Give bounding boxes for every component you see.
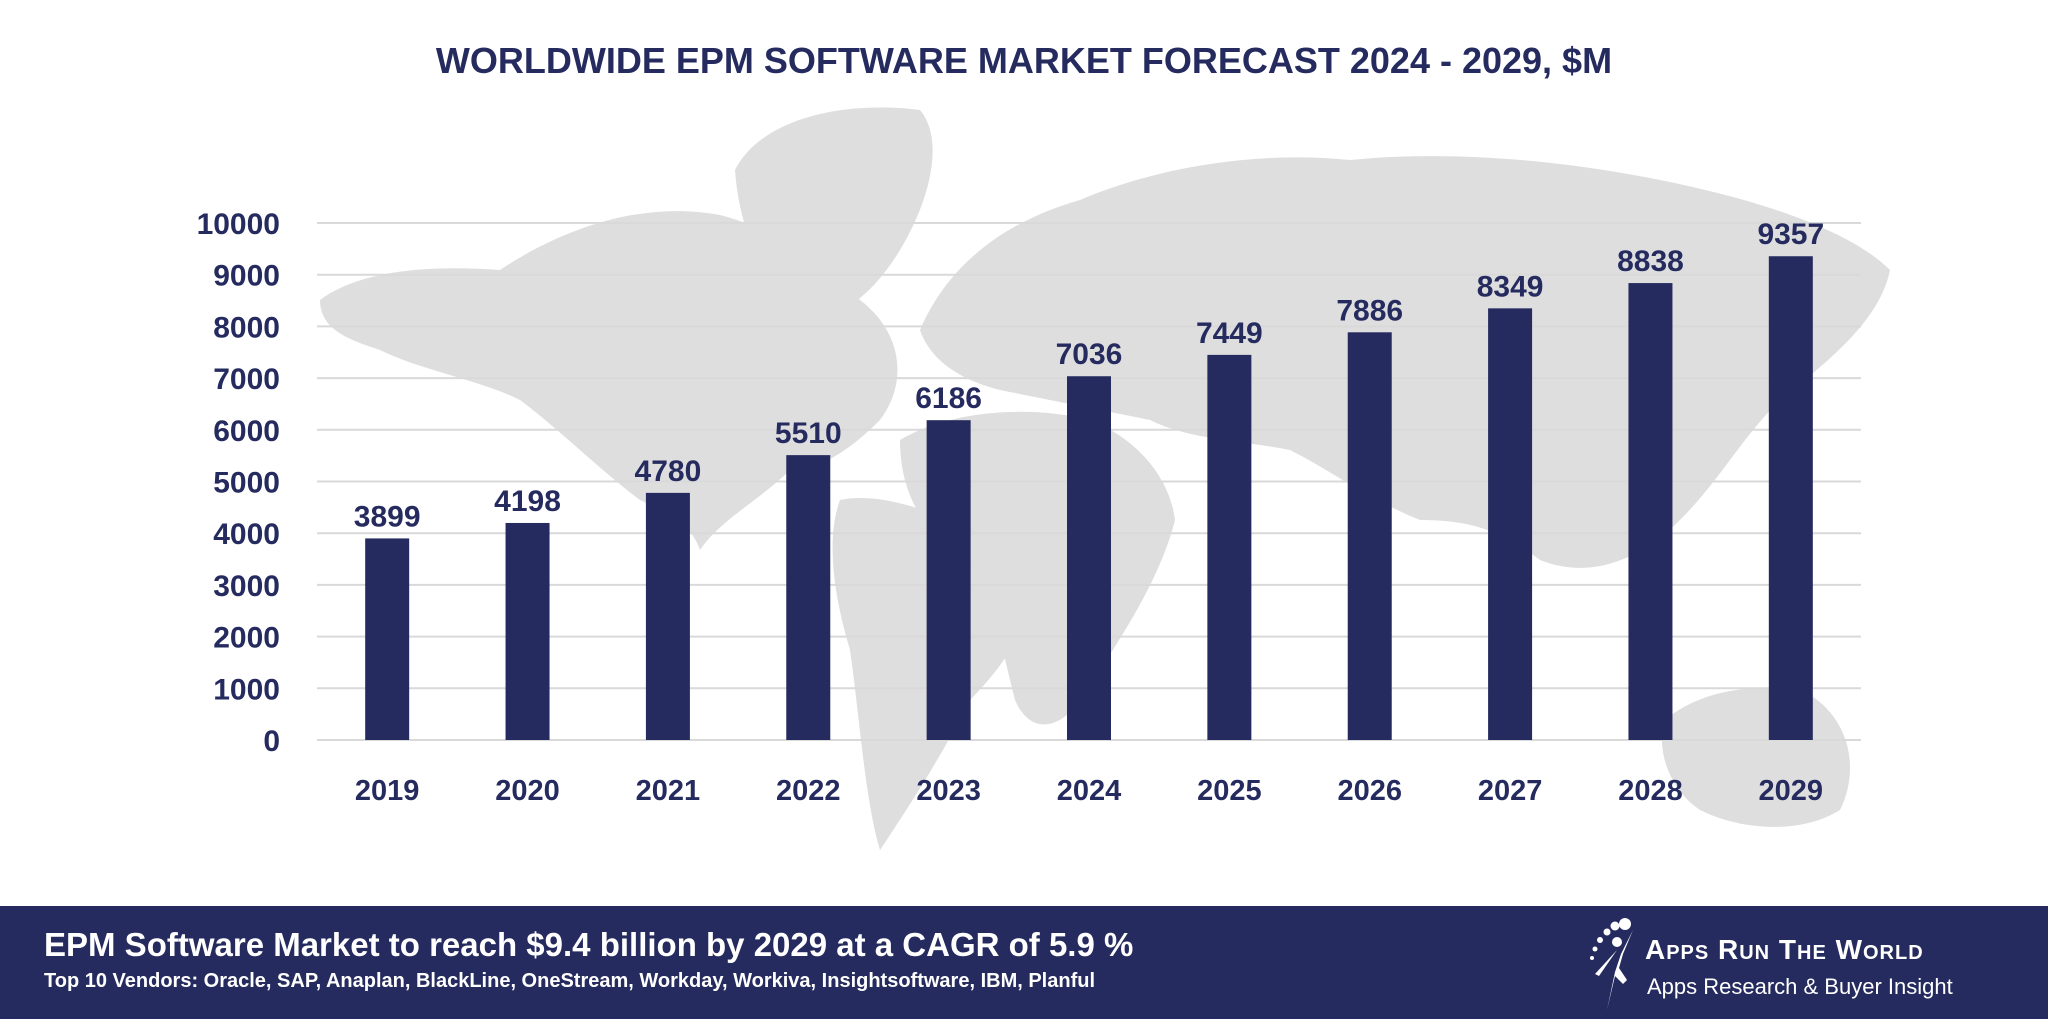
bar bbox=[1347, 332, 1392, 740]
y-tick-label: 2000 bbox=[213, 622, 280, 655]
data-label: 4780 bbox=[635, 455, 702, 488]
logo-name: Apps Run The World bbox=[1645, 934, 1924, 965]
data-label: 9357 bbox=[1757, 218, 1824, 251]
footer-banner: EPM Software Market to reach $9.4 billio… bbox=[0, 906, 2048, 1019]
y-tick-label: 0 bbox=[263, 725, 280, 758]
footer-headline: EPM Software Market to reach $9.4 billio… bbox=[44, 926, 1134, 963]
bar bbox=[926, 420, 971, 740]
bar bbox=[1628, 283, 1673, 740]
x-tick-label: 2019 bbox=[355, 775, 420, 807]
y-tick-label: 4000 bbox=[213, 518, 280, 551]
bar bbox=[786, 455, 831, 740]
data-label: 7449 bbox=[1196, 317, 1263, 350]
bar bbox=[365, 538, 410, 740]
bar-chart: 0 1000 2000 3000 4000 5000 6000 7000 8000 9000 100… bbox=[197, 208, 1861, 807]
y-tick-label: 1000 bbox=[213, 673, 280, 706]
data-label: 7036 bbox=[1056, 338, 1123, 371]
logo: Apps Run The World Apps Research & Buyer… bbox=[1585, 914, 1965, 1014]
x-tick-label: 2020 bbox=[495, 775, 560, 807]
bar bbox=[1768, 256, 1813, 740]
x-tick-label: 2027 bbox=[1478, 775, 1543, 807]
logo-tagline: Apps Research & Buyer Insight bbox=[1647, 974, 1953, 999]
bar bbox=[645, 492, 690, 740]
y-tick-label: 6000 bbox=[213, 415, 280, 448]
bar bbox=[1067, 376, 1111, 740]
data-label: 3899 bbox=[354, 500, 421, 533]
north-america-shape bbox=[320, 211, 898, 550]
bar bbox=[505, 522, 550, 740]
data-label: 8349 bbox=[1477, 270, 1544, 303]
x-tick-label: 2028 bbox=[1618, 775, 1683, 807]
x-tick-label: 2025 bbox=[1197, 775, 1262, 807]
data-label: 8838 bbox=[1617, 245, 1684, 278]
bar bbox=[1488, 308, 1533, 740]
footer-vendors: Top 10 Vendors: Oracle, SAP, Anaplan, Bl… bbox=[44, 970, 1096, 992]
y-tick-label: 3000 bbox=[213, 570, 280, 603]
x-tick-label: 2021 bbox=[636, 775, 701, 807]
data-label: 4198 bbox=[494, 485, 561, 518]
chart-title: WORLDWIDE EPM SOFTWARE MARKET FORECAST 2… bbox=[435, 40, 1613, 81]
x-tick-label: 2024 bbox=[1057, 775, 1122, 807]
logo-figure-icon bbox=[1590, 918, 1633, 1010]
y-tick-label: 5000 bbox=[213, 467, 280, 500]
x-tick-label: 2023 bbox=[916, 775, 981, 807]
x-tick-label: 2022 bbox=[776, 775, 841, 807]
data-label: 6186 bbox=[915, 382, 982, 415]
y-tick-label: 9000 bbox=[213, 260, 280, 293]
data-label: 7886 bbox=[1336, 294, 1403, 327]
bar bbox=[1207, 354, 1252, 740]
y-tick-label: 7000 bbox=[213, 363, 280, 396]
x-tick-label: 2029 bbox=[1759, 775, 1824, 807]
greenland-shape bbox=[735, 107, 933, 321]
y-tick-label: 10000 bbox=[197, 208, 280, 241]
y-tick-label: 8000 bbox=[213, 311, 280, 344]
data-label: 5510 bbox=[775, 417, 842, 450]
x-tick-label: 2026 bbox=[1337, 775, 1402, 807]
